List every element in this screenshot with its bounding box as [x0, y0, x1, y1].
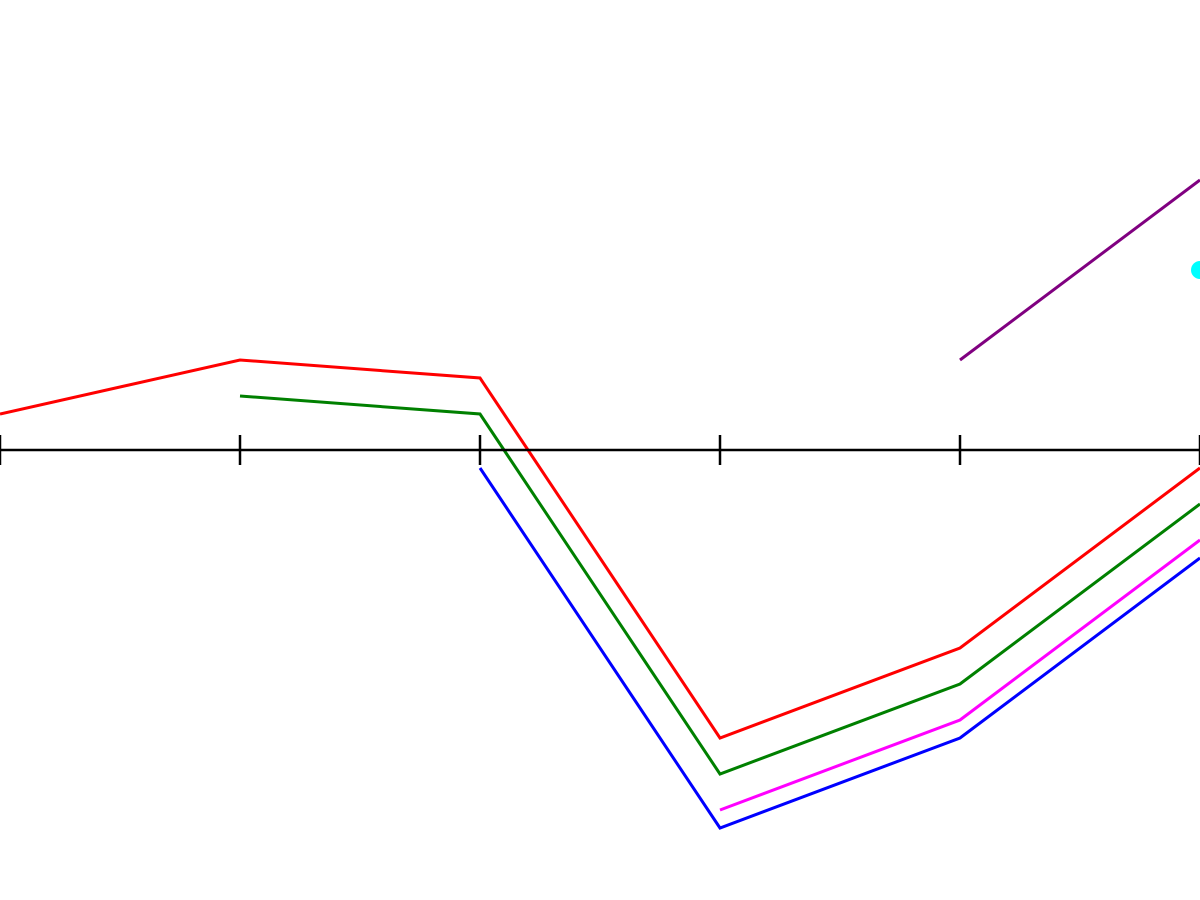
series-3-line: [719, 538, 1200, 812]
series-2-line: [478, 467, 1200, 830]
series-5-point-5: [1191, 261, 1200, 279]
series-1-line: [239, 394, 1200, 776]
x-axis: [0, 435, 1200, 465]
series-0-line: [0, 358, 1200, 740]
series-4-line: [959, 178, 1200, 362]
series-layer: [0, 178, 1200, 830]
